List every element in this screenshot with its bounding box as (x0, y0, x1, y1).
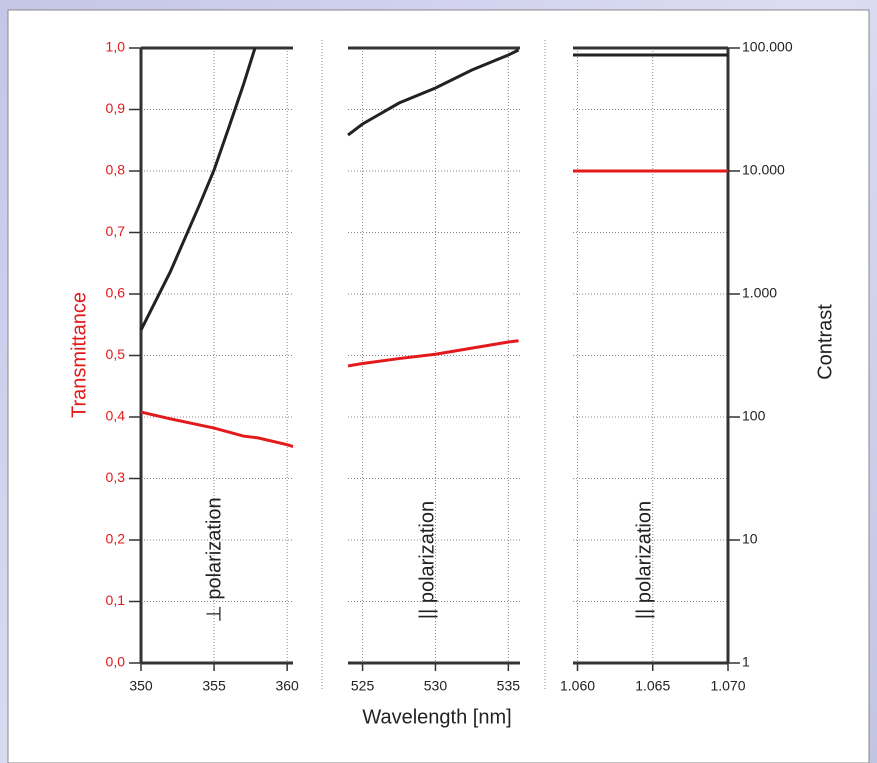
y-tick-label: 0,5 (106, 346, 126, 362)
x-tick-label: 1.070 (710, 678, 745, 694)
y-tick-label: 0,3 (106, 469, 126, 485)
y-tick-label: 1,0 (106, 39, 126, 55)
y-tick-label: 0,0 (106, 654, 126, 670)
y-tick-label: 0,8 (106, 162, 126, 178)
y-tick-label: 0,1 (106, 592, 126, 608)
y-tick-label: 0,7 (106, 223, 126, 239)
data-line (139, 47, 257, 331)
y2-tick-label: 100.000 (742, 39, 793, 55)
y2-axis-label: Contrast (814, 304, 836, 380)
y-tick-label: 0,2 (106, 531, 126, 547)
data-line (347, 48, 520, 137)
y2-tick-label: 1 (742, 654, 750, 670)
x-tick-label: 535 (497, 678, 521, 694)
x-tick-label: 350 (129, 678, 153, 694)
x-tick-label: 1.060 (560, 678, 595, 694)
annotation: ⊥ polarization (203, 497, 225, 622)
annotation: || polarization (633, 501, 655, 619)
x-tick-label: 530 (424, 678, 448, 694)
y-tick-label: 0,6 (106, 285, 126, 301)
x-tick-label: 1.065 (635, 678, 670, 694)
x-tick-label: 355 (202, 678, 226, 694)
y-tick-label: 0,9 (106, 100, 126, 116)
y2-tick-label: 1.000 (742, 285, 777, 301)
y2-tick-label: 100 (742, 408, 766, 424)
x-axis-label: Wavelength [nm] (362, 706, 511, 728)
y2-tick-label: 10.000 (742, 162, 785, 178)
plot-background (7, 9, 870, 763)
y2-tick-label: 10 (742, 531, 758, 547)
data-line (140, 410, 294, 448)
annotation: || polarization (416, 501, 438, 619)
y-axis-label: Transmittance (68, 292, 90, 418)
y-tick-label: 0,4 (106, 408, 126, 424)
x-tick-label: 360 (275, 678, 299, 694)
x-tick-label: 525 (351, 678, 375, 694)
data-line (347, 339, 519, 368)
